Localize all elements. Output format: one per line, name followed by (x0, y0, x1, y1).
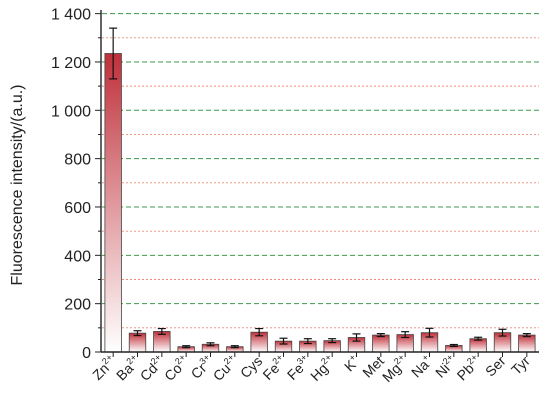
x-tick-label: Cu2+ (209, 352, 241, 384)
x-tick-label: Ni2+ (431, 352, 460, 381)
x-tick-label: Hg2+ (306, 352, 338, 384)
axes (95, 10, 539, 357)
error-bar (352, 333, 361, 342)
x-tick-label: Mg2+ (378, 352, 411, 385)
y-tick-label: 600 (64, 200, 91, 217)
error-bar (328, 338, 337, 344)
x-tick-label-sup: + (420, 352, 431, 363)
y-tick-label: 400 (64, 248, 91, 265)
x-tick-label: Zn2+ (88, 352, 119, 383)
bars (104, 27, 536, 353)
y-tick-label: 0 (82, 345, 91, 362)
x-tick-label: Tyr (508, 353, 533, 378)
error-bar (255, 327, 264, 337)
error-bar (303, 338, 312, 345)
error-bar (498, 328, 507, 337)
y-tick-label: 800 (64, 152, 91, 169)
error-bar (474, 336, 483, 341)
x-tick-label: Cr3+ (187, 352, 217, 382)
y-tick-label: 200 (64, 297, 91, 314)
error-bar (376, 333, 385, 338)
y-tick-label: 1 400 (51, 7, 91, 24)
gridlines (102, 13, 539, 329)
error-bar (182, 345, 191, 349)
error-bar (109, 27, 118, 80)
error-bar (522, 333, 531, 338)
error-bar (449, 343, 458, 348)
error-bar (401, 331, 410, 339)
x-tick-label-base: Cys (237, 353, 265, 381)
x-tick-label-sup: + (347, 352, 358, 363)
error-bar (425, 327, 434, 338)
y-axis-label: Fluorescence intensity/(a.u.) (9, 85, 26, 286)
x-tick-label-base: Ser (482, 353, 509, 380)
error-bar (157, 327, 166, 335)
bar (372, 334, 390, 353)
x-tick-label: Fe3+ (283, 352, 314, 383)
x-tick-label: K+ (340, 352, 362, 374)
x-tick-label: Fe2+ (259, 352, 290, 383)
x-tick-label: Ser (482, 353, 509, 380)
x-tick-label: Pb2+ (453, 352, 484, 383)
y-tick-label: 1 200 (51, 55, 91, 72)
x-tick-label: Na+ (407, 352, 435, 380)
bar (104, 53, 122, 353)
x-tick-label: Cd2+ (136, 352, 168, 384)
x-tick-label: Ba2+ (112, 352, 143, 383)
error-bar (206, 342, 215, 347)
error-bar (230, 345, 239, 349)
x-tick-label-base: Tyr (508, 353, 533, 378)
error-bar (279, 337, 288, 345)
x-tick-label: Cys (237, 353, 265, 381)
error-bar (133, 330, 142, 337)
x-tick-label: Co2+ (160, 352, 192, 384)
bar (518, 334, 536, 353)
y-tick-label: 1 000 (51, 103, 91, 120)
